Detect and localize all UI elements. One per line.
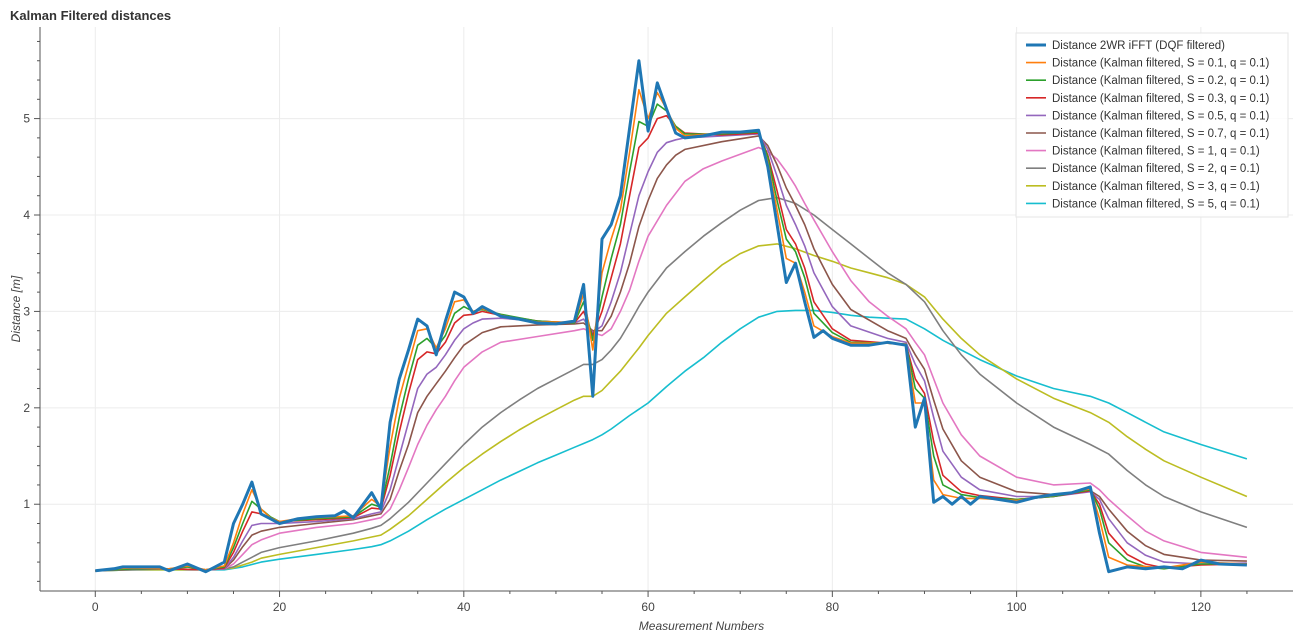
series-line — [95, 309, 1248, 572]
series-line — [95, 196, 1248, 572]
legend-label: Distance (Kalman filtered, S = 2, q = 0.… — [1052, 163, 1260, 175]
legend-label: Distance (Kalman filtered, S = 0.3, q = … — [1052, 93, 1270, 105]
x-tick-label: 80 — [826, 600, 840, 614]
x-tick-label: 100 — [1007, 600, 1027, 614]
y-tick-label: 2 — [23, 401, 30, 415]
legend-label: Distance (Kalman filtered, S = 0.5, q = … — [1052, 110, 1270, 122]
series-line — [95, 146, 1247, 572]
y-tick-label: 3 — [23, 304, 30, 318]
y-axis-label: Distance [m] — [9, 275, 23, 342]
legend-label: Distance (Kalman filtered, S = 3, q = 0.… — [1052, 181, 1260, 193]
series-line — [95, 133, 1247, 572]
legend-label: Distance 2WR iFFT (DQF filtered) — [1052, 40, 1225, 52]
x-tick-label: 120 — [1191, 600, 1211, 614]
series-line — [95, 59, 1247, 574]
y-tick-label: 5 — [23, 112, 30, 126]
x-tick-label: 0 — [92, 600, 99, 614]
series-line — [95, 114, 1247, 572]
x-tick-label: 20 — [273, 600, 287, 614]
y-tick-label: 4 — [23, 208, 30, 222]
legend-label: Distance (Kalman filtered, S = 5, q = 0.… — [1052, 198, 1260, 210]
x-axis-label: Measurement Numbers — [639, 619, 764, 633]
legend-label: Distance (Kalman filtered, S = 0.7, q = … — [1052, 128, 1270, 140]
x-tick-label: 60 — [641, 600, 655, 614]
series-line — [95, 135, 1247, 572]
x-tick-label: 40 — [457, 600, 471, 614]
chart-title: Kalman Filtered distances — [10, 8, 172, 23]
legend-label: Distance (Kalman filtered, S = 0.2, q = … — [1052, 75, 1270, 87]
legend-box — [1015, 32, 1289, 218]
series-line — [95, 243, 1248, 572]
y-tick-label: 1 — [23, 497, 30, 511]
legend-label: Distance (Kalman filtered, S = 0.1, q = … — [1052, 58, 1270, 70]
legend-label: Distance (Kalman filtered, S = 1, q = 0.… — [1052, 146, 1260, 158]
